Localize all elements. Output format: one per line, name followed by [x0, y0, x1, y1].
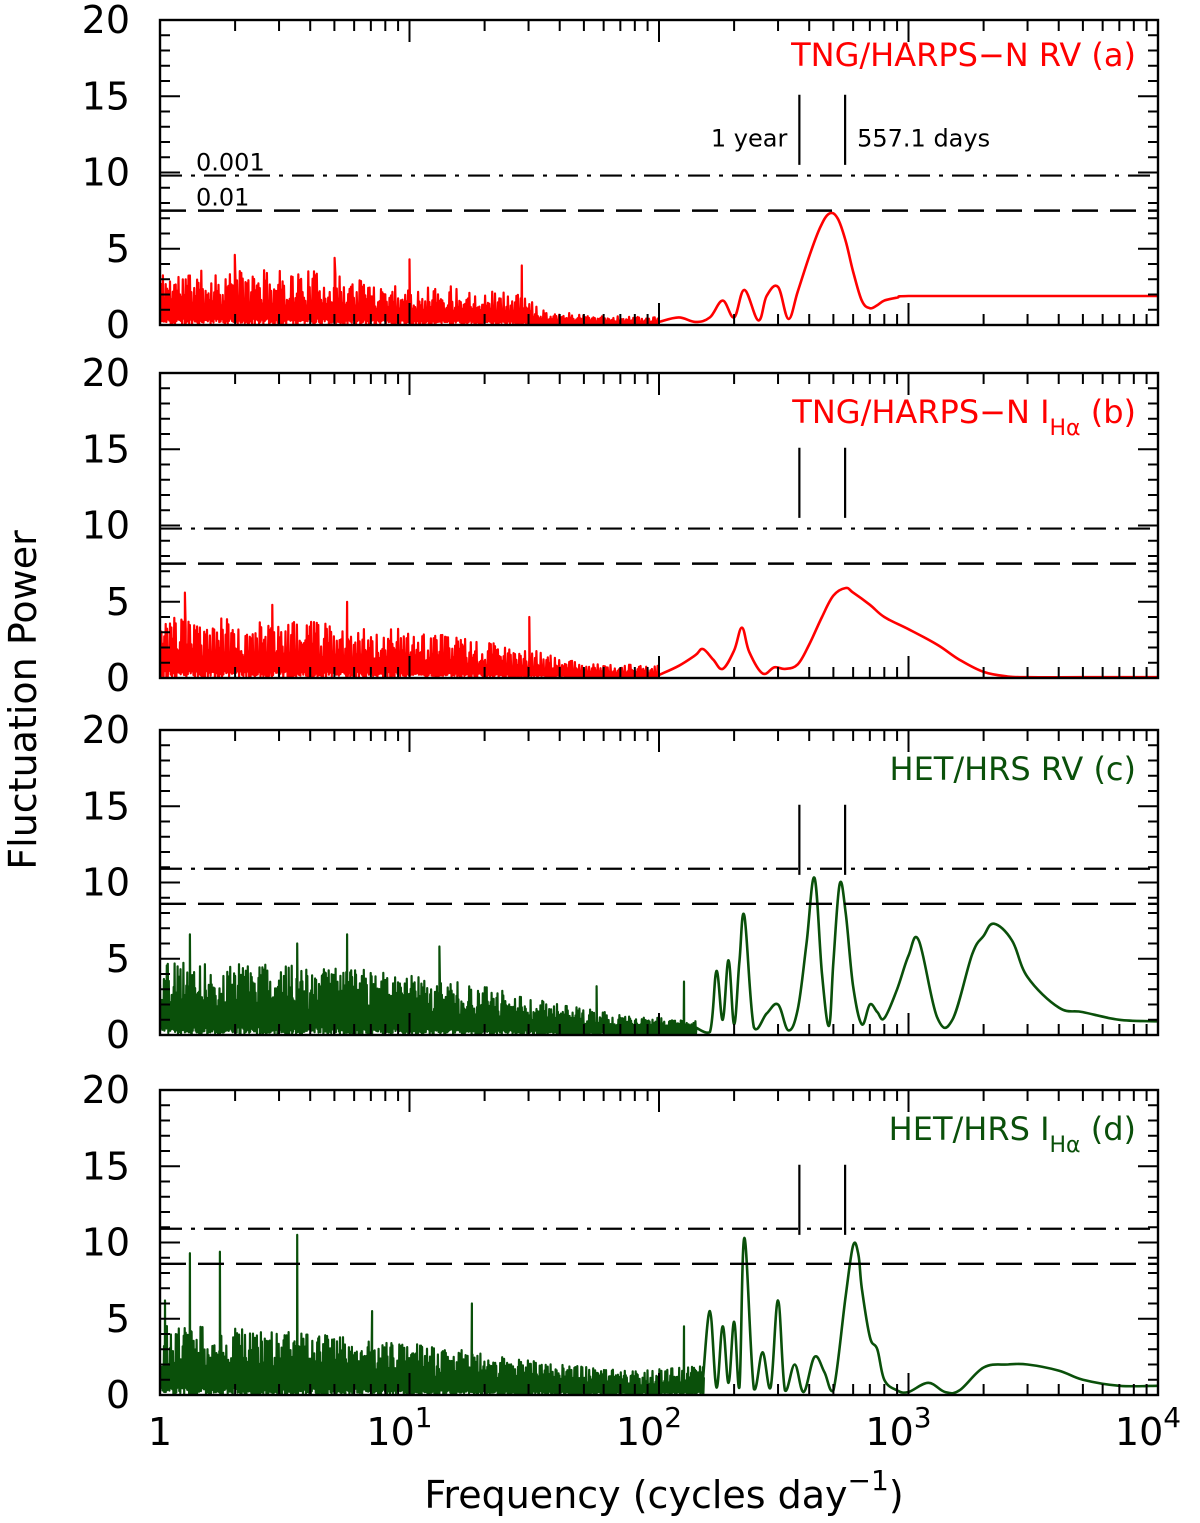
series-noise-b	[160, 591, 661, 678]
panel-a: 0 5 10 15 20 TNG/HARPS−N RV (a) 1 year 557.1 da…	[82, 0, 1160, 347]
y-tick-label: 10	[82, 151, 130, 195]
x-tick-label: 1	[148, 1410, 172, 1454]
x-axis-label-close: )	[889, 1473, 904, 1517]
y-tick-label: 15	[82, 74, 130, 118]
panel-label-c: HET/HRS RV (c)	[890, 750, 1137, 788]
panel-b: 0 5 10 15 20 TNG/HARPS−N IHα (b)	[82, 351, 1160, 700]
panel-label-d: HET/HRS IHα (d)	[889, 1110, 1136, 1158]
y-tick-label: 15	[82, 427, 130, 471]
x-axis-label-main: Frequency (cycles day	[424, 1473, 847, 1517]
y-tick-label: 15	[82, 784, 130, 828]
series-noise-c	[160, 933, 698, 1035]
x-tick-exponent: 4	[1163, 1401, 1181, 1434]
y-tick-label: 5	[106, 937, 130, 981]
panel-c: 0 5 10 15 20 HET/HRS RV (c)	[82, 708, 1160, 1057]
y-tick-label: 10	[82, 861, 130, 905]
panel-label-tag: (c)	[1083, 750, 1136, 788]
panel-label-b: TNG/HARPS−N IHα (b)	[791, 393, 1136, 441]
x-tick-label: 101	[366, 1401, 432, 1454]
y-axis-label: Fluctuation Power	[1, 530, 45, 870]
y-tick-label: 0	[106, 1373, 130, 1417]
panel-label-main: HET/HRS RV	[890, 750, 1084, 788]
x-tick-exponent: 3	[914, 1401, 932, 1434]
x-tick-exponent: 2	[664, 1401, 682, 1434]
x-tick-base: 10	[1115, 1410, 1163, 1454]
x-axis-label-exponent: −1	[848, 1464, 889, 1497]
panel-label-tag: (a)	[1081, 36, 1136, 74]
x-tick-base: 10	[865, 1410, 913, 1454]
y-tick-label: 10	[82, 504, 130, 548]
panel-label-a: TNG/HARPS−N RV (a)	[790, 36, 1136, 74]
fap-0.01-label: 0.01	[196, 184, 249, 212]
marker-period-label: 557.1 days	[857, 125, 990, 153]
marker-one-year-label: 1 year	[711, 125, 788, 153]
x-tick-label: 104	[1115, 1401, 1181, 1454]
y-tick-label: 20	[82, 351, 130, 395]
series-group	[160, 586, 1158, 678]
y-tick-label: 20	[82, 708, 130, 752]
y-tick-label: 20	[82, 0, 130, 42]
series-line-a	[658, 211, 1158, 324]
y-tick-label: 20	[82, 1068, 130, 1112]
panel-label-main: TNG/HARPS−N I	[791, 393, 1049, 431]
x-tick-base: 1	[148, 1410, 172, 1454]
x-tick-label: 102	[616, 1401, 682, 1454]
panel-label-main: TNG/HARPS−N RV	[790, 36, 1081, 74]
x-tick-exponent: 1	[415, 1401, 433, 1434]
y-tick-label: 0	[106, 303, 130, 347]
y-tick-label: 10	[82, 1221, 130, 1265]
x-tick-label: 103	[865, 1401, 931, 1454]
panel-label-main: HET/HRS I	[889, 1110, 1050, 1148]
y-tick-label: 5	[106, 1297, 130, 1341]
series-group	[160, 1233, 1158, 1395]
x-axis-label: Frequency (cycles day−1)	[424, 1464, 903, 1517]
x-tick-base: 10	[616, 1410, 664, 1454]
series-group	[160, 876, 1158, 1035]
series-line-d	[701, 1236, 1158, 1395]
panel-label-tag: (d)	[1081, 1110, 1136, 1148]
series-line-b	[658, 586, 1158, 678]
series-noise-d	[160, 1233, 705, 1395]
series-line-c	[694, 876, 1158, 1034]
panel-label-subscript: Hα	[1050, 416, 1081, 441]
fap-0.001-label: 0.001	[196, 149, 265, 177]
y-tick-label: 0	[106, 656, 130, 700]
x-tick-base: 10	[366, 1410, 414, 1454]
y-tick-label: 0	[106, 1013, 130, 1057]
y-tick-label: 5	[106, 580, 130, 624]
panel-label-tag: (b)	[1081, 393, 1136, 431]
panel-label-subscript: Hα	[1050, 1133, 1081, 1158]
y-tick-label: 15	[82, 1144, 130, 1188]
y-tick-label: 5	[106, 227, 130, 271]
